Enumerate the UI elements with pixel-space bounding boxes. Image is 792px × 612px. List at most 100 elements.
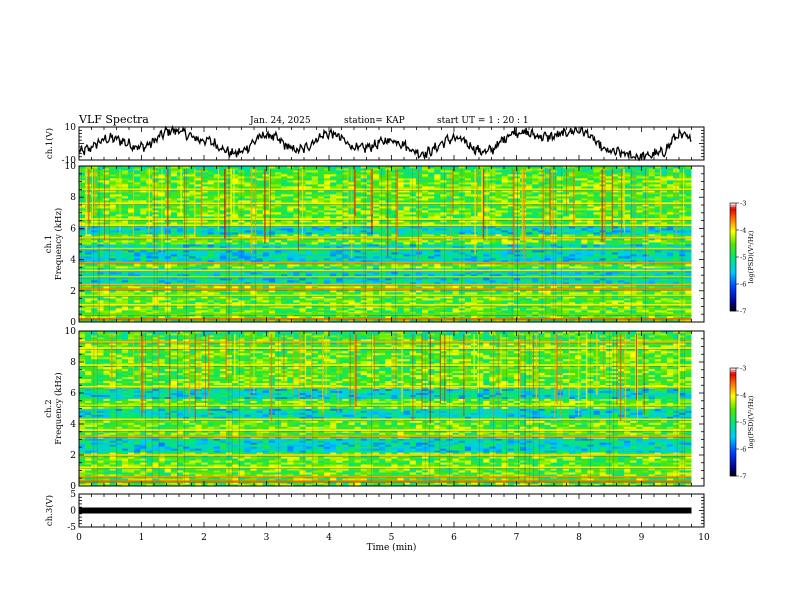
ch1-spec-cell xyxy=(103,290,111,293)
ch1-spec-cell xyxy=(422,292,429,295)
ch1-spec-cell xyxy=(391,310,398,313)
ch1-spec-cell xyxy=(667,254,674,257)
ch1-spec-cell xyxy=(673,298,680,301)
ch1-spec-cell xyxy=(226,266,233,269)
ch1-spec-cell xyxy=(593,306,601,309)
ch1-spec-cell xyxy=(128,256,135,259)
ch1-spec-cell xyxy=(299,312,307,315)
ch1-spec-cell xyxy=(379,278,386,281)
ch1-spec-cell xyxy=(140,290,147,293)
ch1-spec-cell xyxy=(207,286,215,289)
ch1-spec-cell xyxy=(348,312,356,315)
ch1-spec-cell xyxy=(189,298,196,301)
ch1-spec-cell xyxy=(599,266,607,269)
ch1-spec-cell xyxy=(544,298,552,301)
ch1-spec-cell xyxy=(654,264,662,267)
ch1-spec-cell xyxy=(422,254,429,257)
ch1-spec-cell xyxy=(115,264,123,267)
ch1-spec-cell xyxy=(207,256,215,259)
ch1-spec-cell xyxy=(489,312,496,315)
ch1-spec-cell xyxy=(109,264,117,267)
ch1-spec-cell xyxy=(489,274,496,277)
ch1-spec-cell xyxy=(428,300,435,303)
ch1-spec-cell xyxy=(434,306,441,309)
ch1-spec-cell xyxy=(219,260,227,263)
ch1-spec-cell xyxy=(611,254,619,257)
ch1-spec-cell xyxy=(403,302,411,305)
ch1-spec-cell xyxy=(256,290,264,293)
ch1-spec-cell xyxy=(207,280,215,283)
ch1-spec-cell xyxy=(219,282,227,285)
ch1-spec-cell xyxy=(618,292,625,295)
ch1-spec-cell xyxy=(624,260,631,263)
ch1-spec-cell xyxy=(219,266,227,269)
ch1-spec-cell xyxy=(562,260,570,263)
ch1-spec-cell xyxy=(134,254,141,257)
ch1-spec-cell xyxy=(667,264,674,267)
ch1-spec-cell xyxy=(262,306,270,309)
ch1-spec-cell xyxy=(624,264,631,267)
ch1-spec-cell xyxy=(250,266,258,269)
ch1-spec-cell xyxy=(428,302,435,305)
ch1-spec-cell xyxy=(538,286,545,289)
ch1-spec-cell xyxy=(232,272,239,275)
ch1-spec-cell xyxy=(605,282,613,285)
ch1-spec-cell xyxy=(446,260,454,263)
ch1-spec-cell xyxy=(268,308,276,311)
ch1-spec-cell xyxy=(115,316,123,319)
ch1-spec-cell xyxy=(293,302,300,305)
ch1-spec-cell xyxy=(281,302,288,305)
ch1-spec-cell xyxy=(128,274,135,277)
ch1-spec-cell xyxy=(611,320,619,323)
ch1-spec-cell xyxy=(115,252,123,255)
ch1-spec-cell xyxy=(324,308,331,311)
ch1-spec-cell xyxy=(189,306,196,309)
ch1-spec-cell xyxy=(317,252,325,255)
ch1-spec-cell xyxy=(201,258,209,261)
ch1-spec-cell xyxy=(189,254,196,257)
ch1-spec-cell xyxy=(250,296,258,299)
ch1-spec-cell xyxy=(134,290,141,293)
ch1-spec-cell xyxy=(667,256,674,259)
ch1-spec-cell xyxy=(440,256,447,259)
ch1-spec-cell xyxy=(79,310,86,313)
ch1-spec-cell xyxy=(170,302,178,305)
date-label: Jan. 24, 2025 xyxy=(249,116,311,126)
ch1-spec-cell xyxy=(489,298,496,301)
ch1-spec-cell xyxy=(538,282,545,285)
ch1-spec-cell xyxy=(128,306,135,309)
ch1-spec-cell xyxy=(575,256,582,259)
ch1-spec-cell xyxy=(207,282,215,285)
ch1-spec-cell xyxy=(458,296,466,299)
ch1-spec-cell xyxy=(605,268,613,271)
ch1-spec-cell xyxy=(599,308,607,311)
ch1-spec-cell xyxy=(581,264,588,267)
ch1-spec-cell xyxy=(544,312,552,315)
ch1-wave-ytick-label: -10 xyxy=(62,156,77,166)
ch1-spec-cell xyxy=(520,272,527,275)
ch1-spec-cell xyxy=(428,268,435,271)
ch1-spec-cell xyxy=(483,272,490,275)
ch1-spec-cell xyxy=(446,256,454,259)
ch1-spec-cell xyxy=(428,252,435,255)
ch1-spec-cell xyxy=(195,292,202,295)
ch1-spec-cell xyxy=(128,286,135,289)
ch1-spec-cell xyxy=(299,252,307,255)
ch1-spec-cell xyxy=(446,320,454,323)
ch1-spec-cell xyxy=(189,272,196,275)
ch1-spec-cell xyxy=(226,302,233,305)
ch1-spec-cell xyxy=(587,260,594,263)
ch1-spec-cell xyxy=(170,266,178,269)
ch1-spec-cell xyxy=(121,264,129,267)
ch1-spec-cell xyxy=(654,292,662,295)
ch1-spec-cell xyxy=(477,256,484,259)
ch1-spec-cell xyxy=(452,256,460,259)
ch1-spec-cell xyxy=(391,292,398,295)
ch1-spec-cell xyxy=(293,300,300,303)
ch1-spec-cell xyxy=(201,252,209,255)
ch1-spec-cell xyxy=(673,258,680,261)
ch1-spec-cell xyxy=(232,274,239,277)
ch1-spec-cell xyxy=(121,298,129,301)
ch1-spec-cell xyxy=(244,278,251,281)
ch1-spec-cell xyxy=(305,256,313,259)
